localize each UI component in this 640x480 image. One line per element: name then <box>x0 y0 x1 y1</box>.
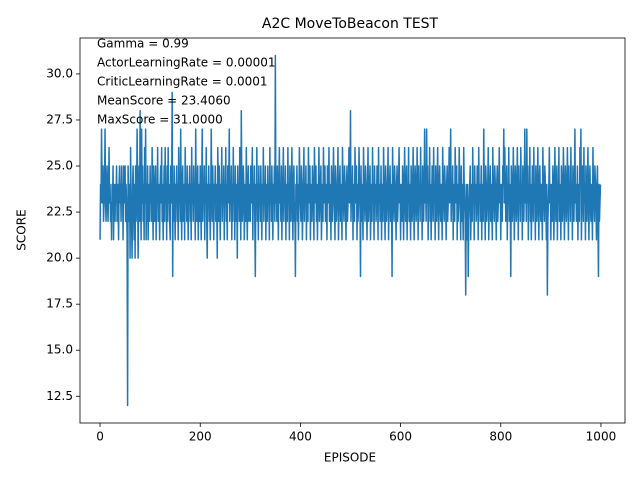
plot-frame <box>79 37 626 424</box>
x-tick-label: 800 <box>489 430 512 444</box>
y-tick-label: 30.0 <box>46 66 73 80</box>
x-tick-label: 1000 <box>586 430 617 444</box>
y-tick-label: 15.0 <box>46 343 73 357</box>
y-tick-label: 20.0 <box>46 251 73 265</box>
y-axis-label: SCORE <box>15 209 29 250</box>
data-line <box>99 54 602 407</box>
x-axis-label: EPISODE <box>324 451 376 465</box>
annotation: ActorLearningRate = 0.00001 <box>97 56 276 70</box>
y-tick-label: 12.5 <box>46 389 73 403</box>
annotation: CriticLearningRate = 0.0001 <box>97 75 268 89</box>
annotation: MeanScore = 23.4060 <box>97 94 231 108</box>
annotation: MaxScore = 31.0000 <box>97 113 223 127</box>
y-tick-label: 22.5 <box>46 205 73 219</box>
y-tick-label: 27.5 <box>46 112 73 126</box>
annotation: Gamma = 0.99 <box>97 37 189 51</box>
chart-title: A2C MoveToBeacon TEST <box>262 16 439 32</box>
x-tick-label: 200 <box>189 430 212 444</box>
x-tick-label: 400 <box>289 430 312 444</box>
x-tick-label: 0 <box>96 430 104 444</box>
y-tick-label: 17.5 <box>46 297 73 311</box>
y-tick-label: 25.0 <box>46 159 73 173</box>
x-tick-label: 600 <box>389 430 412 444</box>
